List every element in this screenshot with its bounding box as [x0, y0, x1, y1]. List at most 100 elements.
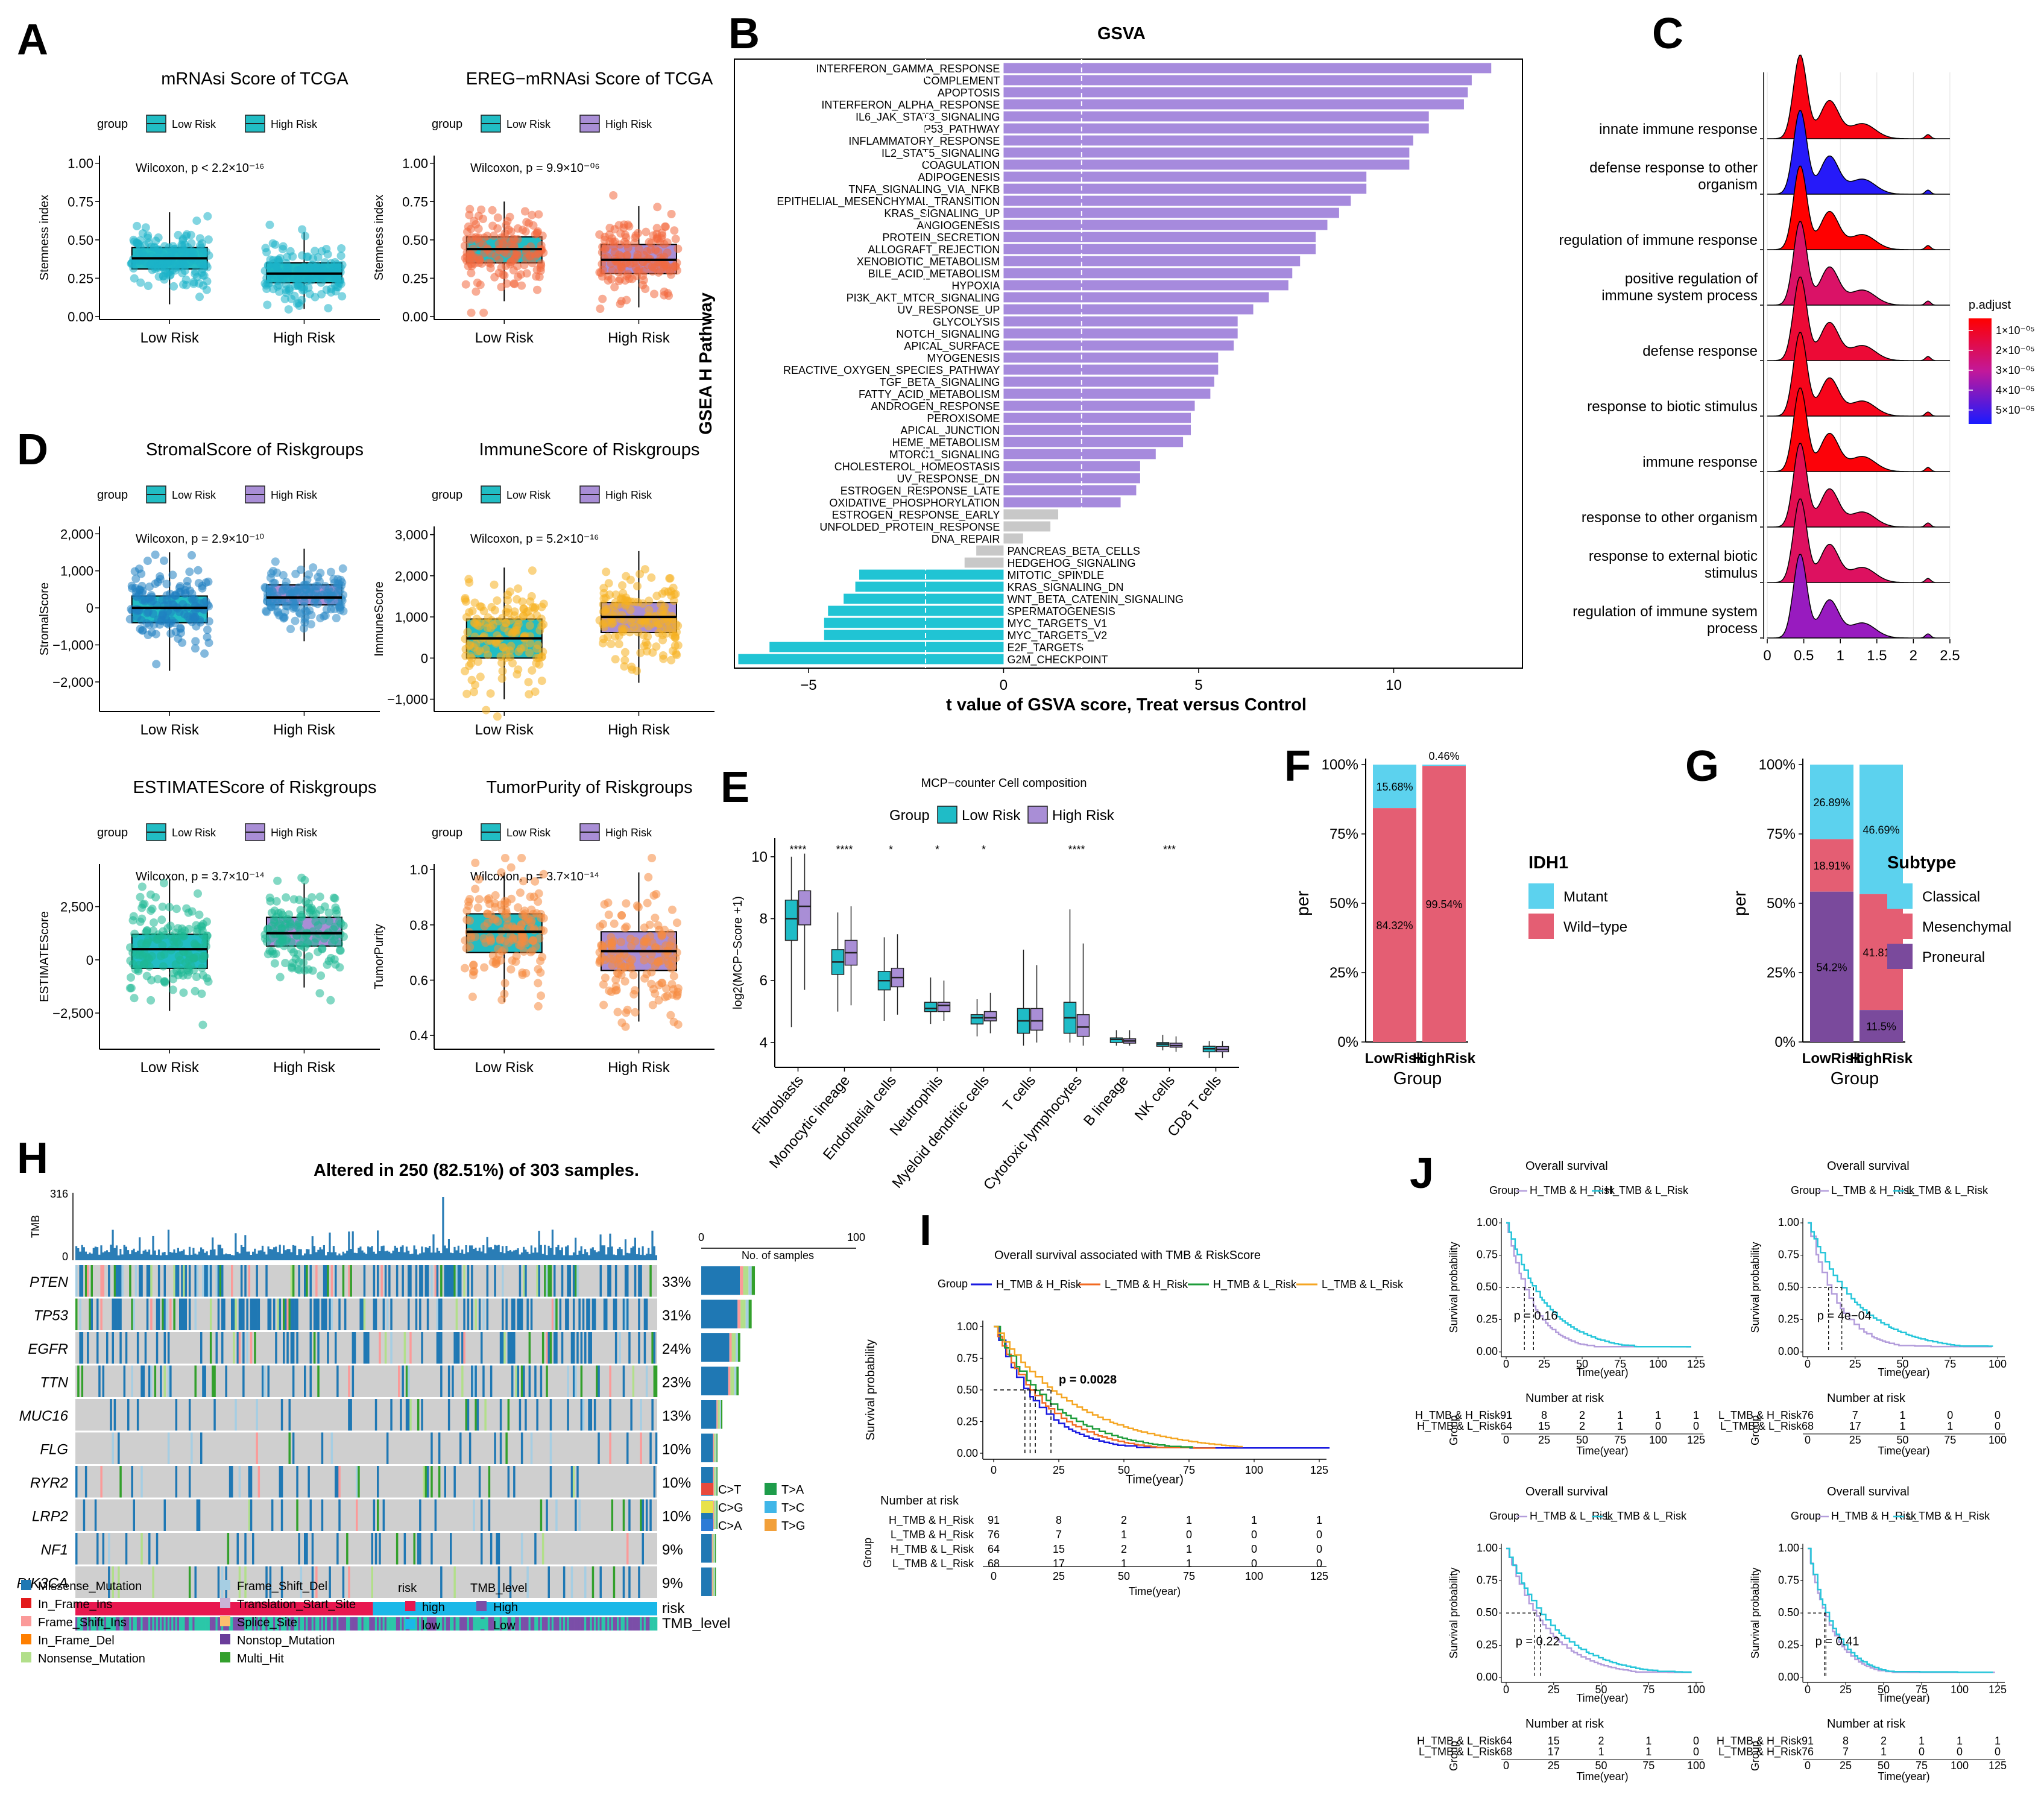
- mutation-cell: [75, 1533, 78, 1565]
- data-point: [200, 649, 209, 658]
- mutation-cell: [570, 1466, 573, 1498]
- data-point: [517, 854, 526, 862]
- gsva-pathway-label: FATTY_ACID_METABOLISM: [859, 388, 1000, 401]
- gene-percent: 10%: [662, 1441, 691, 1457]
- mutation-cell: [257, 1298, 260, 1330]
- mutation-cell: [113, 1399, 116, 1431]
- data-point: [162, 591, 171, 600]
- mutation-cell: [463, 1265, 465, 1297]
- y-tick-label: 1.00: [68, 156, 93, 171]
- tmb-level-cell: [538, 1617, 540, 1631]
- tmb-level-cell: [150, 1617, 153, 1631]
- data-point: [177, 240, 186, 249]
- data-point: [653, 203, 662, 212]
- data-point: [462, 235, 471, 244]
- mutation-cell: [419, 1533, 421, 1565]
- tmb-level-cell: [279, 1617, 282, 1631]
- data-point: [134, 965, 143, 974]
- data-point: [297, 912, 306, 921]
- mutation-cell: [223, 1298, 226, 1330]
- data-point: [465, 661, 474, 671]
- mcp-title: MCP−counter Cell composition: [921, 777, 1087, 790]
- data-point: [474, 212, 483, 221]
- data-point: [503, 914, 511, 923]
- tmb-level-cell: [298, 1617, 300, 1631]
- data-point: [156, 258, 165, 267]
- tmb-level-cell: [335, 1617, 337, 1631]
- data-point: [643, 647, 651, 656]
- gsva-pathway-label: ESTROGEN_RESPONSE_EARLY: [832, 509, 1000, 522]
- mutation-cell: [609, 1432, 611, 1464]
- tmb-level-cell: [613, 1617, 616, 1631]
- sample-count-segment: [701, 1366, 728, 1395]
- data-point: [137, 914, 147, 923]
- data-point: [143, 938, 152, 947]
- gsva-pathway-label: APOPTOSIS: [938, 87, 1000, 99]
- tmb-level-cell: [520, 1617, 523, 1631]
- data-point: [268, 947, 277, 956]
- mutation-cell: [150, 1365, 153, 1397]
- mutation-cell: [505, 1432, 508, 1464]
- mutation-cell: [256, 1298, 258, 1330]
- sample-count-segment: [745, 1299, 749, 1328]
- tmb-level-cell: [146, 1617, 149, 1631]
- legend-low-label: Low Risk: [506, 827, 551, 839]
- ridge-density: [1767, 110, 1950, 195]
- data-point: [639, 251, 648, 260]
- data-point: [497, 674, 506, 683]
- data-point: [614, 631, 623, 640]
- data-point: [655, 619, 664, 628]
- mutation-cell: [471, 1365, 473, 1397]
- mcp-box-low: [1017, 949, 1030, 1046]
- data-point: [610, 919, 619, 928]
- mutation-cell: [246, 1298, 248, 1330]
- data-point: [663, 623, 672, 632]
- mutation-cell: [75, 1466, 78, 1498]
- tmb-level-cell: [598, 1617, 600, 1631]
- data-point: [472, 639, 481, 648]
- mutation-cell: [352, 1365, 355, 1397]
- boxplot-title: TumorPurity of Riskgroups: [486, 778, 692, 797]
- x-tick-label: HighRisk: [1413, 1050, 1476, 1067]
- mutation-cell: [191, 1432, 193, 1464]
- data-point: [599, 920, 607, 929]
- tmb-level-cell: [532, 1617, 535, 1631]
- mutation-cell: [638, 1265, 640, 1297]
- panel-labels: A B C D E F G H I J: [17, 10, 1719, 1255]
- mcp-box-low: [784, 856, 798, 1028]
- tmb-level-cell: [620, 1617, 623, 1631]
- sample-count-segment: [714, 1467, 716, 1496]
- gsva-bar: [1003, 352, 1219, 363]
- mutation-cell: [90, 1298, 93, 1330]
- mutation-cell: [361, 1298, 364, 1330]
- data-point: [300, 262, 309, 271]
- sample-count-segment: [716, 1467, 718, 1496]
- mutation-cell: [653, 1365, 656, 1397]
- tmb-level-cell: [628, 1617, 631, 1631]
- y-tick-label: 1.0: [409, 862, 428, 877]
- tmb-level-cell: [497, 1617, 500, 1631]
- data-point: [291, 616, 300, 625]
- data-point: [662, 984, 671, 993]
- mutation-cell: [146, 1265, 149, 1297]
- mutation-cell: [509, 1332, 512, 1364]
- tmb-level-cell: [277, 1617, 279, 1631]
- data-point: [666, 1011, 675, 1020]
- tmb-level-cell: [526, 1617, 529, 1631]
- mutation-cell: [96, 1332, 99, 1364]
- tmb-level-cell: [541, 1617, 544, 1631]
- data-point: [614, 277, 623, 286]
- data-point: [263, 260, 273, 270]
- mutation-cell: [481, 1499, 483, 1531]
- data-point: [520, 260, 529, 270]
- data-point: [513, 251, 522, 260]
- data-point: [496, 652, 505, 661]
- stacked-segment: [1373, 765, 1416, 809]
- mutation-cell: [336, 1365, 339, 1397]
- mutation-cell: [382, 1298, 385, 1330]
- mutation-cell: [463, 1332, 465, 1364]
- tmb-level-cell: [186, 1617, 189, 1631]
- data-point: [141, 928, 150, 937]
- data-point: [517, 921, 526, 930]
